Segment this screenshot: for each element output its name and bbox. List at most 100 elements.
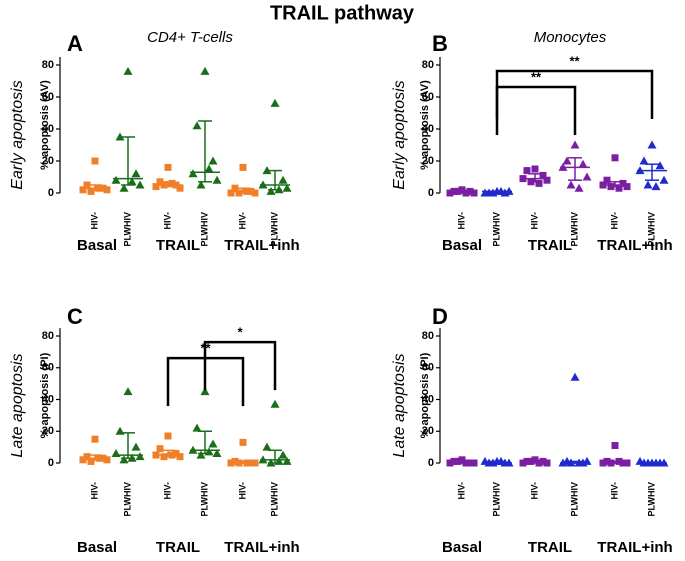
point [611, 154, 619, 162]
point [611, 442, 619, 450]
point [127, 177, 137, 186]
group-label: TRAIL+inh [224, 539, 299, 556]
point [282, 456, 292, 465]
point [192, 423, 202, 432]
group-label: TRAIL [528, 539, 572, 556]
point [655, 161, 665, 170]
point [278, 175, 288, 184]
x-tick-label: PLWHIV [122, 212, 132, 247]
panel-letter: B [432, 31, 448, 56]
panel-subtitle: CD4+ T-cells [147, 29, 233, 46]
x-tick-label: HIV- [162, 212, 172, 230]
point [152, 183, 160, 191]
x-tick-label: PLWHIV [491, 482, 501, 517]
point [119, 183, 129, 192]
y-axis-label: % apoptosis (PI) [419, 352, 431, 438]
point [570, 140, 580, 149]
y-tick-label: 20 [42, 155, 54, 167]
group-label: Basal [442, 237, 482, 254]
point [172, 449, 180, 457]
y-tick-label: 40 [422, 123, 434, 135]
point [470, 189, 478, 197]
y-tick-label: 40 [42, 393, 54, 405]
point [156, 178, 164, 186]
point [543, 459, 551, 467]
point [458, 186, 466, 194]
y-tick-label: 0 [428, 457, 434, 469]
point [231, 184, 239, 192]
group-label: Basal [77, 539, 117, 556]
point [103, 456, 111, 464]
point [531, 165, 539, 173]
point [270, 98, 280, 107]
point [480, 188, 490, 197]
point [262, 166, 272, 175]
point [262, 442, 272, 451]
row-label: Late apoptosis [391, 353, 408, 457]
point [519, 459, 527, 467]
point [619, 179, 627, 187]
group-label: TRAIL+inh [224, 237, 299, 254]
y-tick-label: 60 [42, 362, 54, 374]
point [212, 448, 222, 457]
point [103, 186, 111, 194]
point [531, 456, 539, 464]
y-axis-label: % apoptosis (PI) [39, 352, 51, 438]
significance-label: * [237, 325, 243, 340]
significance-bracket [203, 340, 277, 391]
point [570, 372, 580, 381]
point [251, 189, 259, 197]
x-tick-label: HIV- [89, 212, 99, 230]
point [574, 183, 584, 192]
y-tick-label: 20 [422, 425, 434, 437]
point [282, 183, 292, 192]
group-label: TRAIL+inh [597, 237, 672, 254]
group-label: TRAIL [156, 539, 200, 556]
y-tick-label: 0 [48, 187, 54, 199]
point [651, 182, 661, 191]
point [131, 442, 141, 451]
point [188, 169, 198, 178]
y-tick-label: 80 [42, 330, 54, 342]
y-tick-label: 60 [42, 91, 54, 103]
point [156, 445, 164, 453]
x-tick-label: PLWHIV [269, 212, 279, 247]
y-tick-label: 20 [422, 155, 434, 167]
row-label: Late apoptosis [9, 353, 26, 457]
point [79, 456, 87, 464]
group-label: TRAIL [528, 237, 572, 254]
x-tick-label: HIV- [237, 212, 247, 230]
x-tick-label: PLWHIV [569, 212, 579, 247]
point [204, 164, 214, 173]
point [135, 452, 145, 461]
significance-label: ** [531, 69, 542, 84]
point [79, 186, 87, 194]
x-tick-label: HIV- [456, 212, 466, 230]
point [603, 457, 611, 465]
point [91, 157, 99, 165]
y-tick-label: 40 [42, 123, 54, 135]
x-tick-label: PLWHIV [199, 212, 209, 247]
y-tick-label: 60 [422, 362, 434, 374]
panel-letter: C [67, 304, 83, 329]
point [231, 457, 239, 465]
row-label: Early apoptosis [9, 80, 26, 189]
y-tick-label: 80 [42, 59, 54, 71]
point [168, 179, 176, 187]
panel-subtitle: Monocytes [534, 29, 607, 46]
x-tick-label: HIV- [237, 482, 247, 500]
panel-letter: A [67, 31, 83, 56]
point [196, 450, 206, 459]
x-tick-label: PLWHIV [491, 212, 501, 247]
point [562, 156, 572, 165]
point [539, 171, 547, 179]
x-tick-label: HIV- [456, 482, 466, 500]
x-tick-label: PLWHIV [122, 482, 132, 517]
x-tick-label: PLWHIV [646, 482, 656, 517]
point [239, 438, 247, 446]
point [578, 159, 588, 168]
point [582, 172, 592, 181]
x-tick-label: HIV- [162, 482, 172, 500]
point [192, 121, 202, 130]
